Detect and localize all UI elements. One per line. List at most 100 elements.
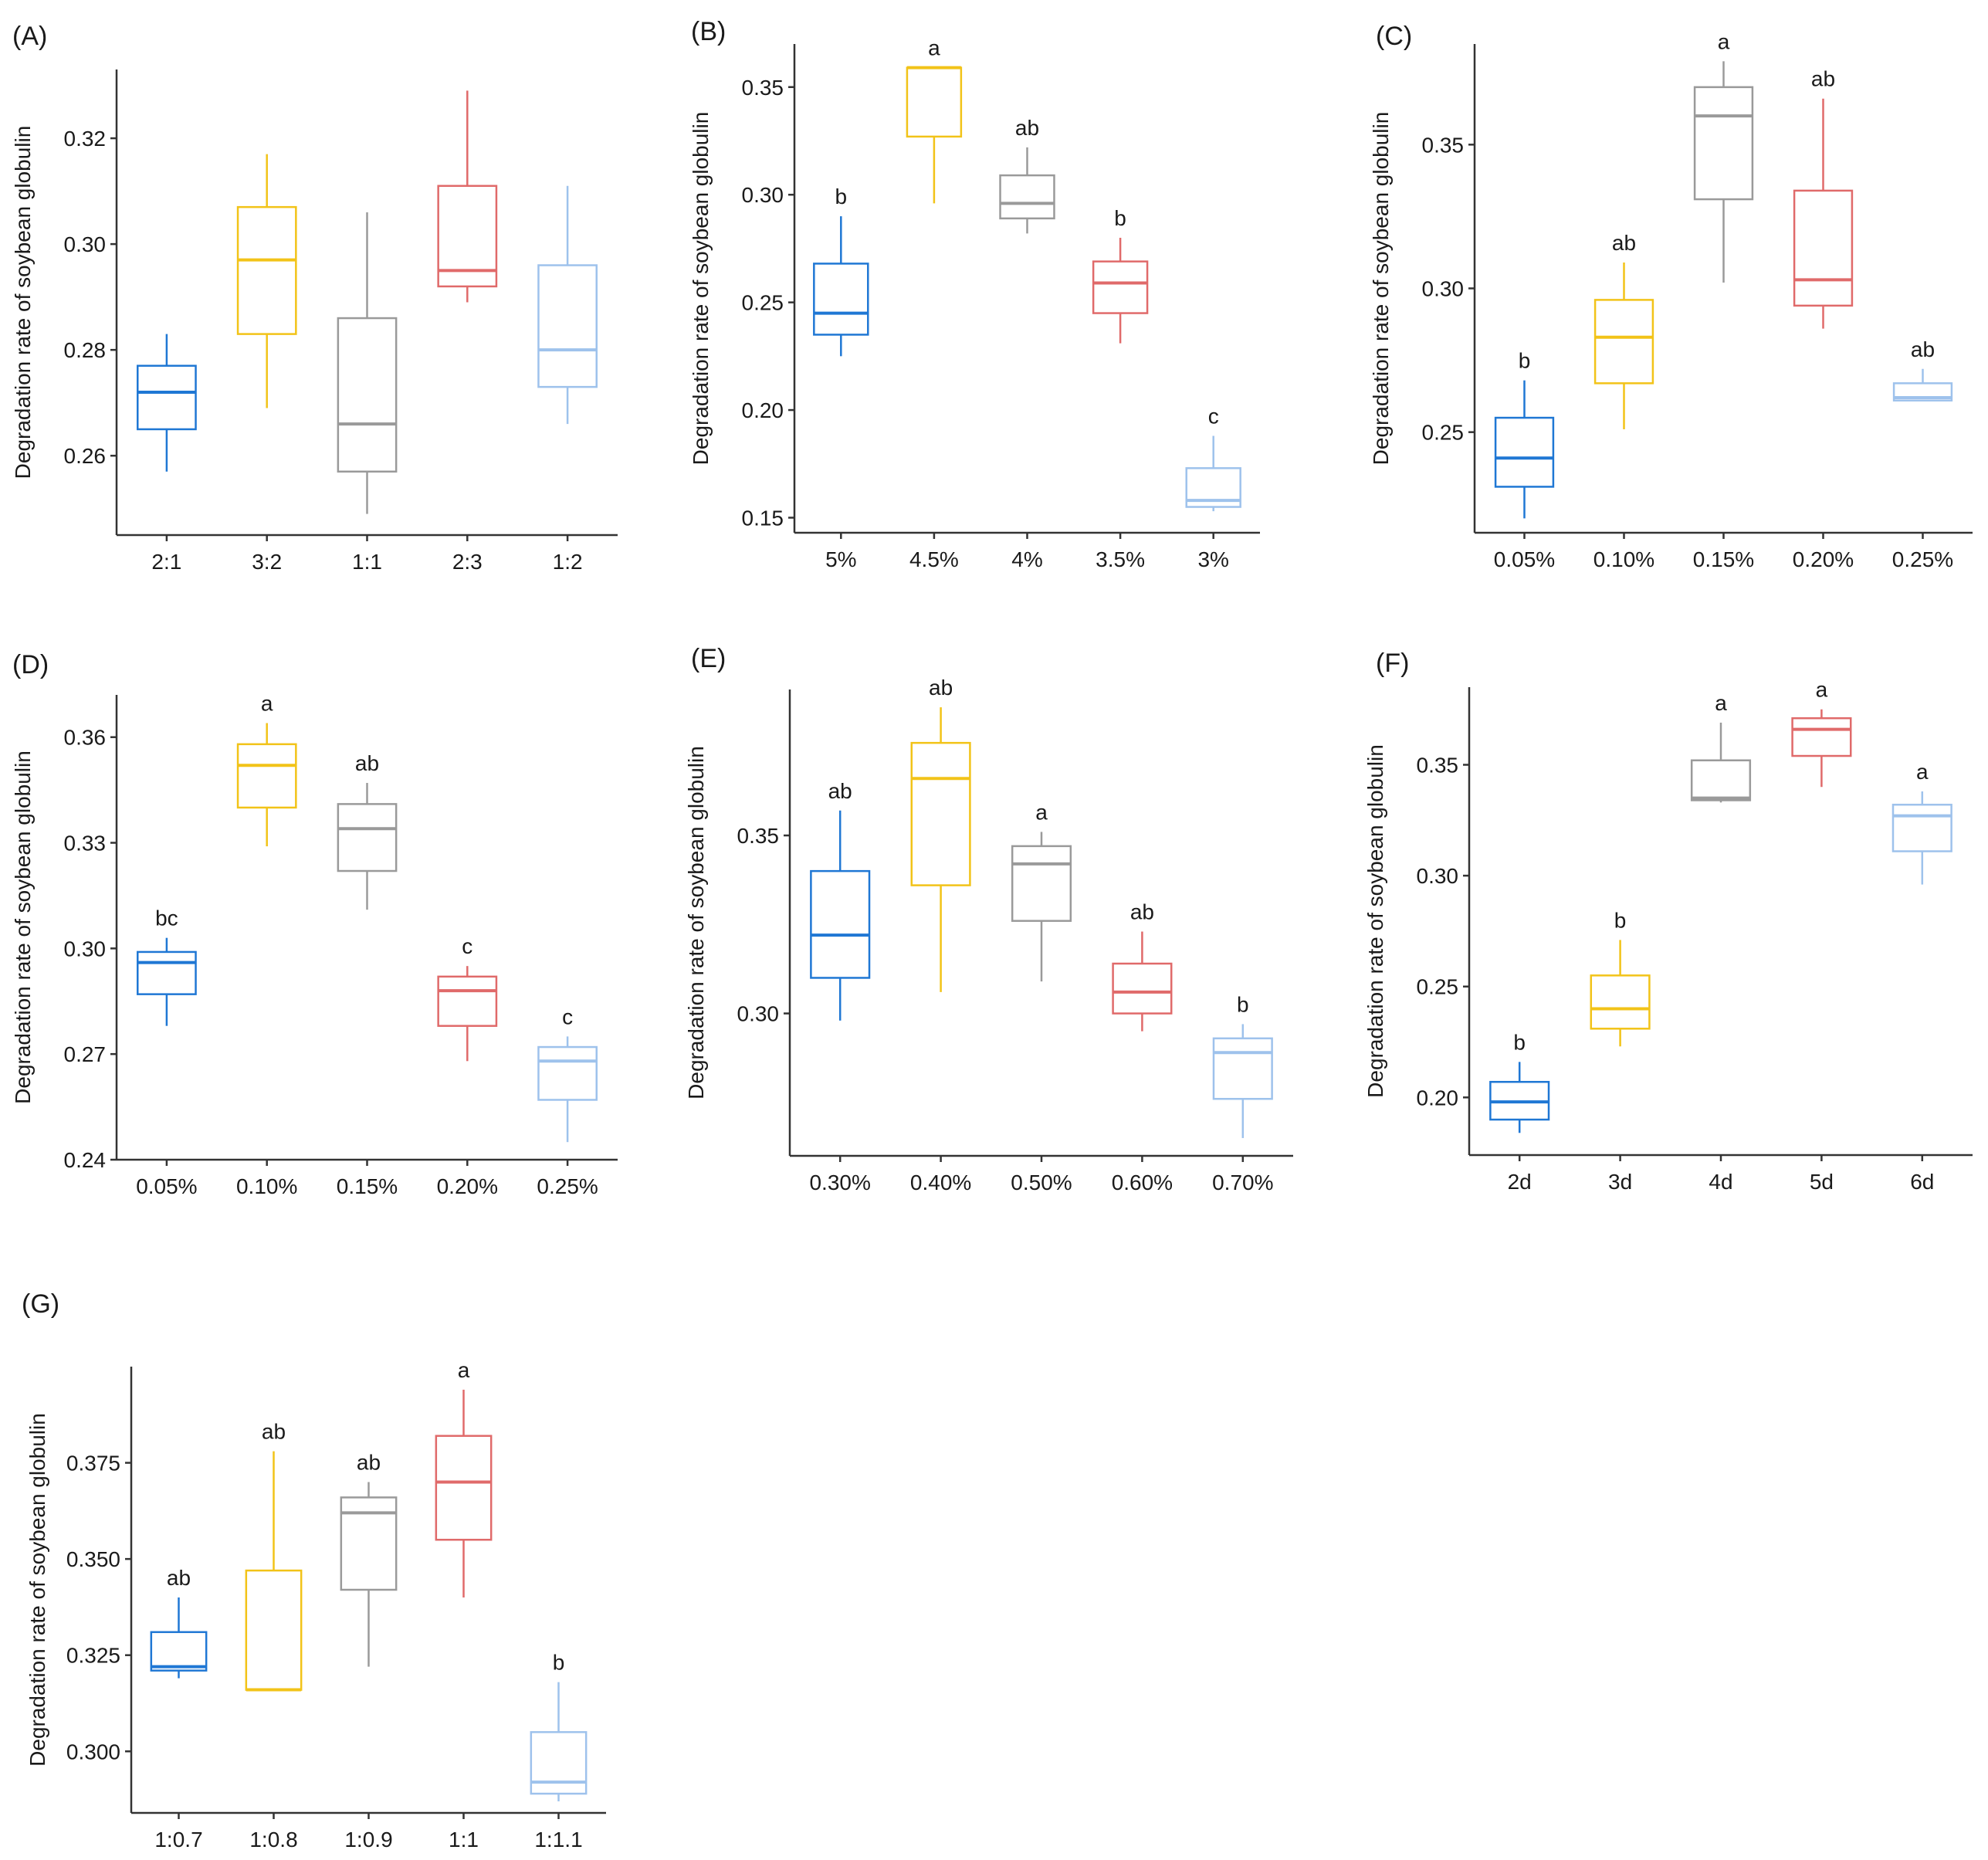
box-c-1 (1494, 416, 1555, 488)
y-tick-label: 0.27 (64, 1042, 107, 1066)
box-d-5 (537, 1045, 598, 1101)
x-tick-label: 2:1 (151, 550, 181, 574)
box-d-1 (137, 950, 197, 995)
box-d-4 (437, 975, 498, 1027)
box-b-3 (999, 174, 1055, 220)
panel-label: (B) (691, 17, 726, 46)
y-tick-label: 0.30 (737, 1002, 780, 1026)
significance-letter: b (1513, 1030, 1526, 1054)
box-f-4 (1791, 717, 1852, 757)
y-tick-label: 0.30 (64, 232, 107, 256)
panel-label: (A) (12, 22, 47, 51)
box-d-2 (236, 743, 297, 809)
box-c-4 (1793, 189, 1854, 307)
x-tick-label: 3% (1197, 547, 1228, 571)
y-tick-label: 0.36 (64, 726, 107, 750)
x-tick-label: 1:0.8 (249, 1828, 297, 1852)
y-tick-label: 0.20 (742, 398, 784, 422)
significance-letter: b (553, 1651, 565, 1675)
y-tick-label: 0.24 (64, 1148, 107, 1172)
significance-letter: c (562, 1005, 573, 1028)
box-e-2 (910, 741, 971, 886)
panel-label: (D) (12, 650, 49, 679)
panel-g: (G) 0.300 0.325 0.350 0.375 Degradation rate … (22, 1289, 606, 1852)
box-e-4 (1112, 962, 1173, 1015)
significance-letter: bc (155, 906, 178, 930)
panel-e: (E) 0.30 0.35 Degradation rate of soybean g… (684, 644, 1293, 1194)
y-tick-label: 0.32 (64, 127, 107, 151)
x-tick-label: 3:2 (252, 550, 282, 574)
x-tick-label: 1:1.1 (534, 1828, 582, 1852)
y-tick-label: 0.26 (64, 444, 107, 468)
y-tick-label: 0.375 (66, 1452, 120, 1475)
x-tick-label: 2:3 (452, 550, 483, 574)
y-tick-label: 0.30 (1422, 277, 1465, 301)
significance-letter: b (1114, 206, 1126, 230)
panel-d: (D) 0.24 0.27 0.30 0.33 0.36 Degradation rate … (11, 650, 618, 1198)
x-tick-label: 4d (1709, 1170, 1732, 1194)
y-tick-label: 0.20 (1417, 1086, 1459, 1110)
panel-label: (C) (1376, 22, 1412, 51)
x-tick-label: 0.30% (809, 1171, 870, 1194)
significance-letter: ab (357, 1450, 381, 1474)
box-g-4 (435, 1435, 493, 1541)
x-tick-label: 0.60% (1112, 1171, 1173, 1194)
y-axis-label: Degradation rate of soybean globulin (684, 746, 708, 1099)
x-tick-label: 1:1 (352, 550, 382, 574)
box-f-5 (1891, 803, 1952, 852)
x-tick-label: 1:0.9 (344, 1828, 392, 1852)
significance-letter: c (462, 934, 472, 958)
x-tick-label: 5% (825, 547, 856, 571)
box-a-3 (337, 317, 398, 473)
y-axis-label: Degradation rate of soybean globulin (689, 112, 713, 466)
significance-letter: a (1916, 760, 1929, 784)
significance-letter: ab (262, 1420, 286, 1444)
significance-letter: b (835, 185, 848, 208)
y-tick-label: 0.30 (64, 937, 107, 960)
panel-label: (E) (691, 644, 726, 673)
significance-letter: b (1237, 992, 1249, 1016)
box-b-2 (906, 66, 963, 138)
y-tick-label: 0.25 (742, 291, 784, 315)
box-e-3 (1011, 845, 1072, 922)
significance-letter: ab (828, 779, 852, 803)
x-tick-label: 5d (1810, 1170, 1834, 1194)
y-tick-label: 0.325 (66, 1644, 120, 1668)
box-b-1 (813, 263, 869, 336)
y-tick-label: 0.35 (742, 76, 784, 100)
x-tick-label: 0.15% (1693, 547, 1754, 571)
box-g-5 (530, 1731, 588, 1795)
box-a-2 (236, 205, 297, 335)
significance-letter: a (1715, 691, 1727, 715)
y-axis-label: Degradation rate of soybean globulin (11, 126, 35, 479)
y-tick-label: 0.30 (1417, 864, 1459, 888)
panel-label: (F) (1376, 649, 1409, 678)
y-tick-label: 0.35 (1422, 133, 1465, 157)
x-tick-label: 0.05% (136, 1174, 197, 1198)
significance-letter: ab (929, 676, 953, 700)
significance-letter: a (1035, 800, 1048, 824)
x-tick-label: 0.25% (1892, 547, 1953, 571)
box-c-3 (1693, 86, 1754, 201)
x-tick-label: 0.20% (1793, 547, 1854, 571)
y-axis-label: Degradation rate of soybean globulin (25, 1413, 49, 1767)
panel-b: (B) 0.15 0.20 0.25 0.30 0.35 Degradation rate … (689, 17, 1260, 571)
y-axis-label: Degradation rate of soybean globulin (1363, 744, 1387, 1098)
y-tick-label: 0.25 (1422, 421, 1465, 445)
significance-letter: a (1718, 29, 1730, 53)
significance-letter: ab (1612, 231, 1636, 255)
box-e-1 (810, 869, 871, 979)
significance-letter: a (928, 36, 940, 60)
box-g-1 (150, 1631, 208, 1672)
significance-letter: ab (167, 1566, 191, 1590)
box-f-3 (1690, 759, 1752, 801)
significance-letter: a (1816, 678, 1828, 702)
y-tick-label: 0.300 (66, 1740, 120, 1763)
significance-letter: c (1208, 405, 1219, 429)
x-tick-label: 1:0.7 (154, 1828, 202, 1852)
panel-a: (A) 0.26 0.28 0.30 0.32 Degradation rate of s… (11, 22, 618, 574)
significance-letter: a (261, 691, 273, 715)
x-tick-label: 0.05% (1494, 547, 1555, 571)
x-tick-label: 0.10% (1593, 547, 1654, 571)
